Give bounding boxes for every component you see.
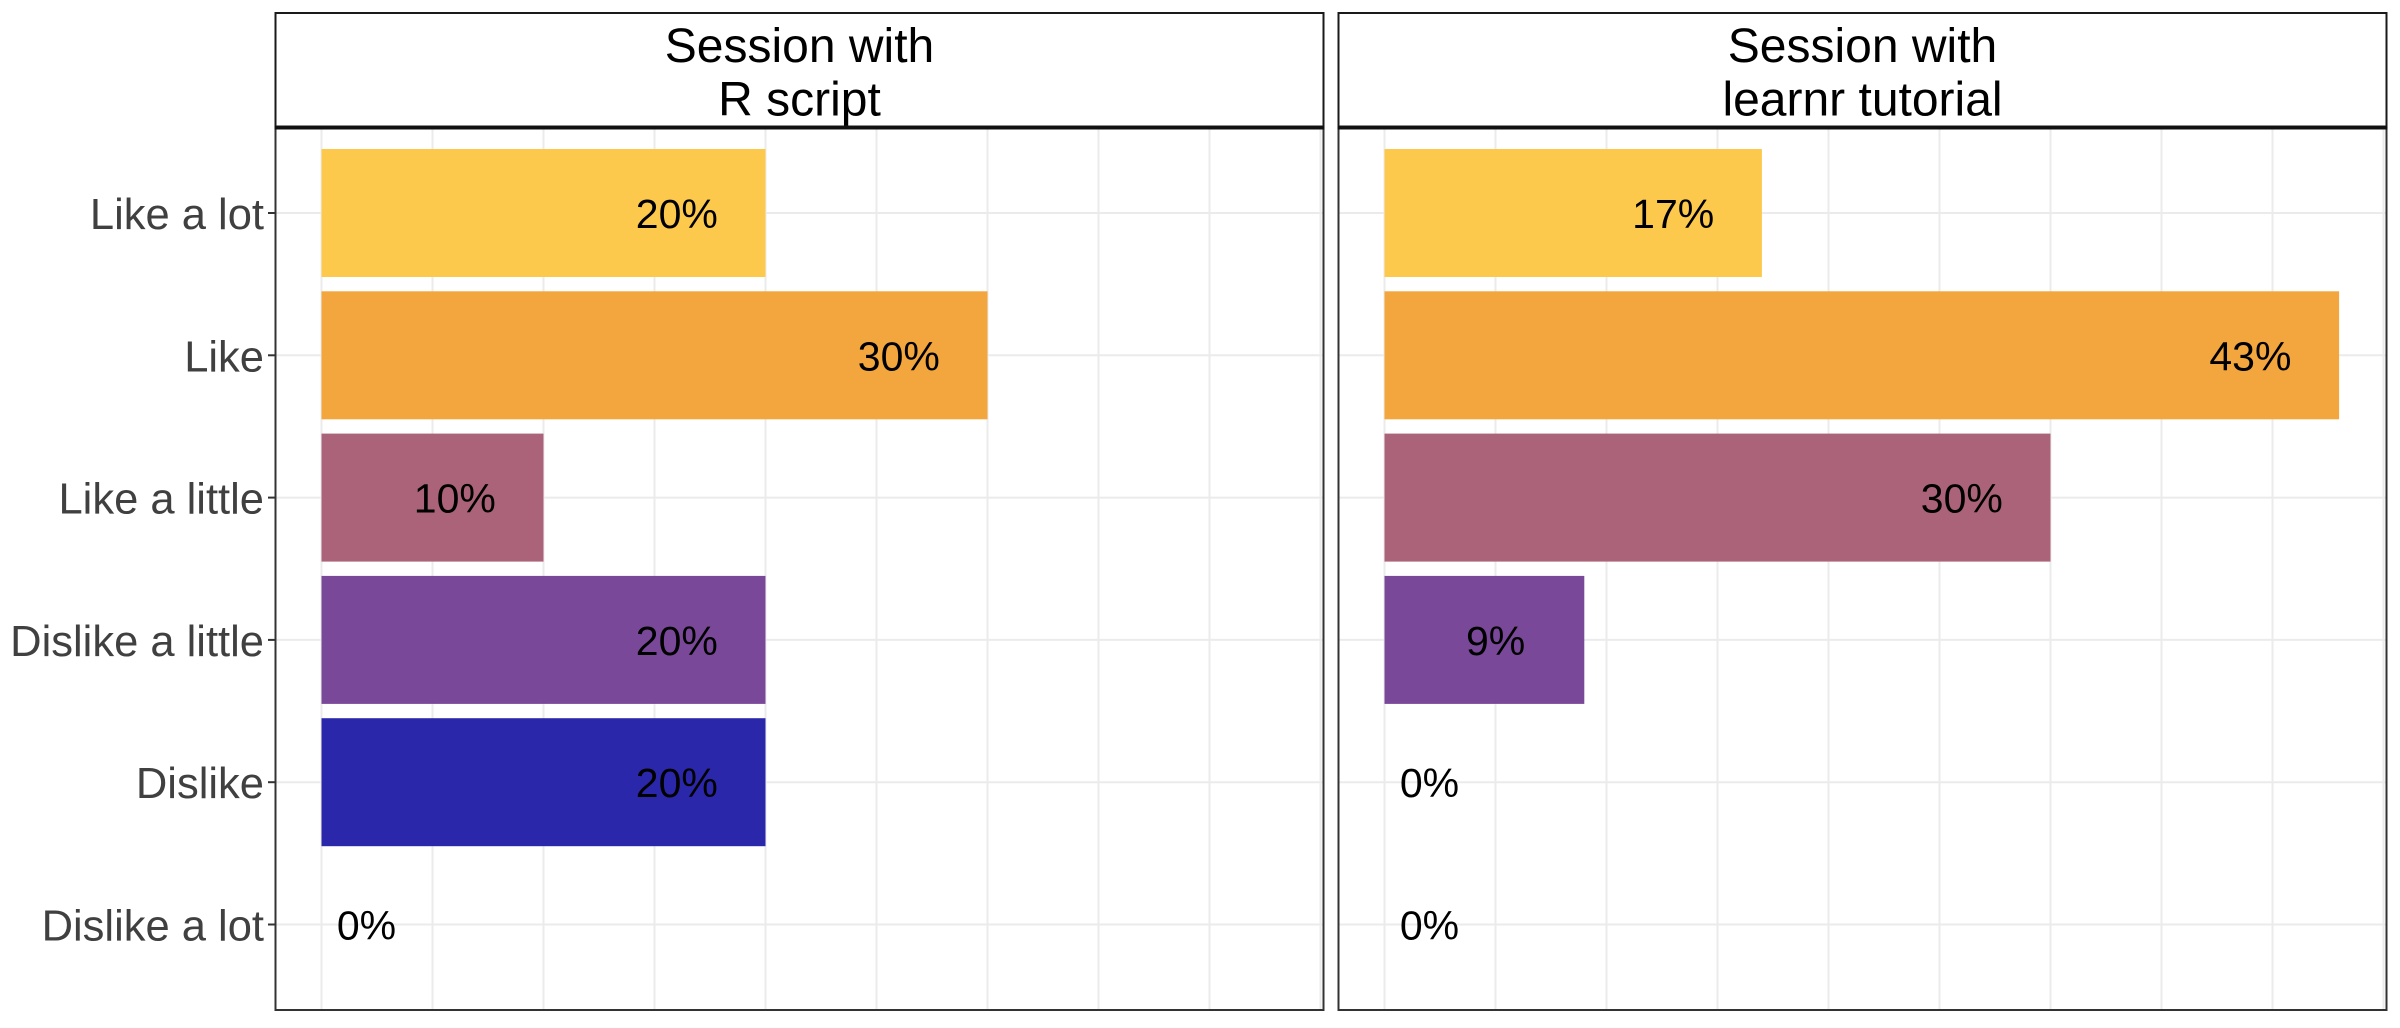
svg-text:Like: Like [184, 333, 264, 381]
svg-text:17%: 17% [1632, 191, 1714, 237]
svg-text:R script: R script [718, 74, 881, 127]
svg-text:Session with: Session with [665, 20, 934, 73]
svg-text:Like a little: Like a little [58, 476, 264, 524]
svg-text:Like a lot: Like a lot [90, 191, 264, 239]
svg-text:43%: 43% [2209, 333, 2291, 379]
svg-text:30%: 30% [1921, 476, 2003, 522]
svg-text:0%: 0% [1400, 903, 1459, 949]
svg-text:Dislike a little: Dislike a little [10, 618, 264, 666]
svg-text:Dislike: Dislike [136, 760, 264, 808]
svg-text:Session with: Session with [1728, 20, 1997, 73]
svg-text:9%: 9% [1466, 618, 1525, 664]
svg-text:0%: 0% [1400, 760, 1459, 806]
svg-text:20%: 20% [636, 191, 718, 237]
svg-text:20%: 20% [636, 618, 718, 664]
svg-text:0%: 0% [337, 903, 396, 949]
svg-text:30%: 30% [858, 333, 940, 379]
svg-text:learnr tutorial: learnr tutorial [1722, 74, 2002, 127]
svg-text:Dislike a lot: Dislike a lot [42, 903, 264, 951]
svg-text:10%: 10% [414, 476, 496, 522]
svg-text:20%: 20% [636, 760, 718, 806]
